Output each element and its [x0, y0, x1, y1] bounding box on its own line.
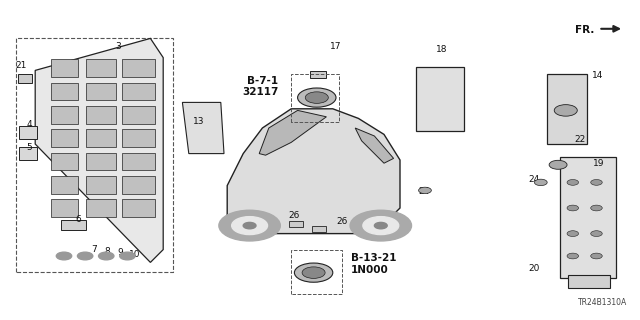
Circle shape — [56, 252, 72, 260]
FancyBboxPatch shape — [310, 71, 326, 78]
Circle shape — [419, 187, 431, 194]
Circle shape — [374, 222, 387, 229]
Circle shape — [591, 253, 602, 259]
Text: 10: 10 — [129, 250, 140, 259]
Text: 13: 13 — [193, 117, 204, 126]
Circle shape — [567, 205, 579, 211]
FancyBboxPatch shape — [568, 275, 610, 288]
Text: 18: 18 — [436, 45, 447, 54]
Polygon shape — [122, 176, 155, 194]
Circle shape — [554, 105, 577, 116]
FancyBboxPatch shape — [547, 74, 587, 144]
Text: 17: 17 — [330, 42, 342, 51]
Circle shape — [243, 222, 256, 229]
Polygon shape — [51, 129, 78, 147]
Circle shape — [302, 267, 325, 278]
Circle shape — [298, 88, 336, 107]
Circle shape — [534, 179, 547, 186]
Polygon shape — [122, 106, 155, 124]
Circle shape — [294, 263, 333, 282]
Polygon shape — [51, 59, 78, 77]
Polygon shape — [51, 176, 78, 194]
Text: 24: 24 — [419, 188, 430, 196]
Text: 4: 4 — [26, 120, 32, 129]
Text: 14: 14 — [592, 71, 604, 80]
Polygon shape — [86, 59, 116, 77]
Text: 20: 20 — [528, 264, 540, 273]
Circle shape — [549, 160, 567, 169]
Polygon shape — [355, 128, 394, 163]
Polygon shape — [122, 83, 155, 100]
Polygon shape — [51, 83, 78, 100]
Text: 26: 26 — [336, 217, 348, 226]
FancyBboxPatch shape — [19, 147, 37, 160]
Polygon shape — [86, 199, 116, 217]
Polygon shape — [35, 38, 163, 262]
Text: 6: 6 — [75, 215, 81, 224]
Circle shape — [99, 252, 114, 260]
Polygon shape — [51, 153, 78, 170]
Circle shape — [232, 217, 268, 235]
FancyBboxPatch shape — [312, 226, 326, 232]
Polygon shape — [86, 106, 116, 124]
FancyBboxPatch shape — [560, 157, 616, 278]
FancyBboxPatch shape — [18, 74, 32, 83]
Circle shape — [591, 231, 602, 236]
Polygon shape — [227, 109, 400, 234]
Circle shape — [219, 210, 280, 241]
Polygon shape — [182, 102, 224, 154]
Text: 24: 24 — [528, 175, 540, 184]
Polygon shape — [86, 83, 116, 100]
Text: B-7-1
32117: B-7-1 32117 — [242, 76, 278, 97]
Circle shape — [77, 252, 93, 260]
Polygon shape — [259, 110, 326, 155]
FancyBboxPatch shape — [19, 126, 37, 139]
Circle shape — [120, 252, 135, 260]
FancyBboxPatch shape — [289, 221, 303, 227]
Text: FR.: FR. — [575, 25, 594, 36]
Polygon shape — [122, 59, 155, 77]
FancyBboxPatch shape — [416, 67, 464, 131]
Circle shape — [363, 217, 399, 235]
Text: 8: 8 — [105, 247, 110, 256]
Text: 21: 21 — [15, 61, 27, 70]
FancyBboxPatch shape — [61, 220, 86, 230]
Circle shape — [305, 92, 328, 103]
Text: 19: 19 — [593, 159, 604, 168]
Text: 7: 7 — [92, 245, 97, 254]
Circle shape — [567, 253, 579, 259]
Text: 22: 22 — [575, 135, 586, 144]
Circle shape — [567, 231, 579, 236]
Polygon shape — [51, 106, 78, 124]
Polygon shape — [86, 176, 116, 194]
Text: TR24B1310A: TR24B1310A — [578, 298, 627, 307]
Text: 5: 5 — [26, 143, 32, 152]
Text: 3: 3 — [116, 42, 121, 51]
Circle shape — [591, 205, 602, 211]
Polygon shape — [122, 199, 155, 217]
Circle shape — [591, 180, 602, 185]
Polygon shape — [51, 199, 78, 217]
Circle shape — [350, 210, 412, 241]
Text: B-13-21
1N000: B-13-21 1N000 — [351, 253, 396, 275]
Circle shape — [567, 180, 579, 185]
Text: 26: 26 — [288, 212, 300, 220]
Text: 9: 9 — [118, 248, 123, 257]
Polygon shape — [86, 153, 116, 170]
Polygon shape — [86, 129, 116, 147]
Polygon shape — [122, 153, 155, 170]
Polygon shape — [122, 129, 155, 147]
